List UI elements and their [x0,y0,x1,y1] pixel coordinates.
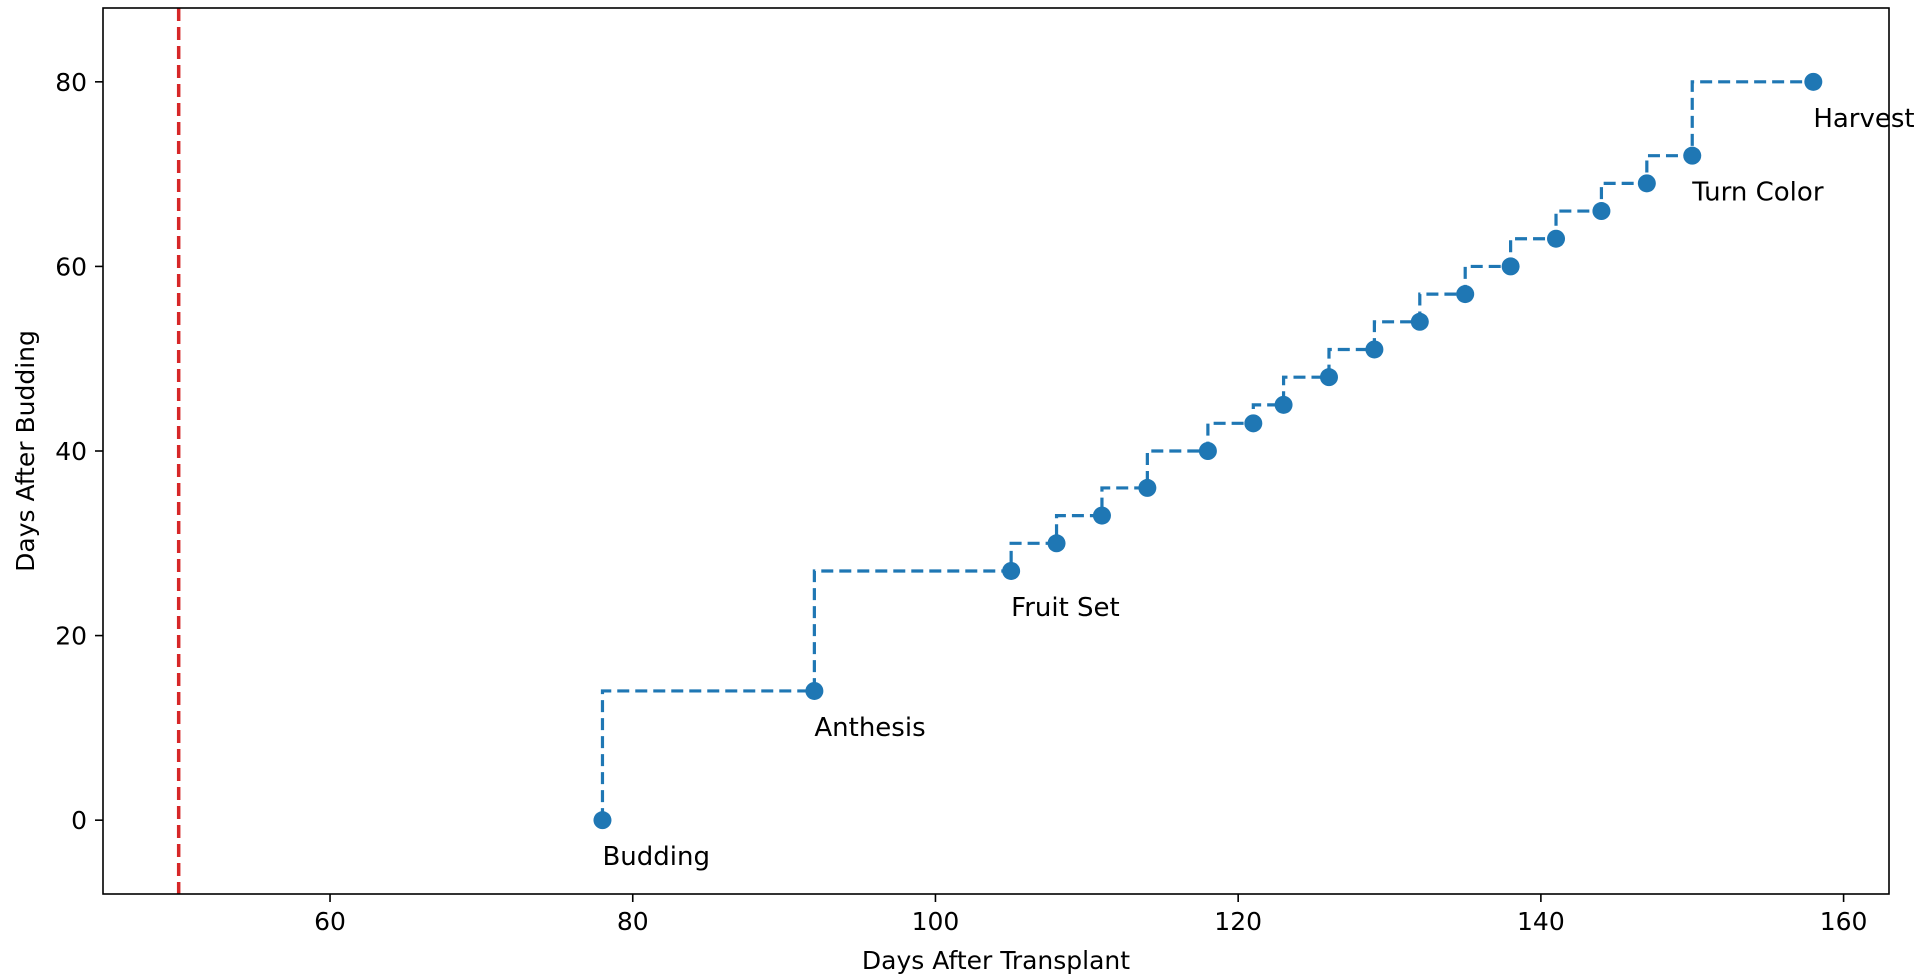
data-point [1592,202,1611,221]
data-point [1501,257,1520,276]
data-point [1319,368,1338,387]
x-tick-label: 60 [314,907,346,936]
data-point [1198,442,1217,460]
data-point [1637,174,1656,193]
data-point [1456,285,1475,304]
data-point [805,681,824,700]
plot-area [176,8,1823,894]
data-point [1410,312,1429,331]
annotations: Budding Anthesis Fruit Set Turn Color Harves… [602,104,1914,872]
ticks: 60 80 100 120 140 160 0 20 40 60 80 [55,68,1867,936]
y-axis-label: Days After Budding [11,330,40,572]
data-point [1683,146,1702,165]
x-tick-label: 160 [1820,907,1868,936]
annotation-label: Anthesis [814,713,925,743]
data-point [1002,561,1021,580]
data-point [1047,534,1066,553]
data-point [1244,414,1263,433]
x-tick-label: 120 [1214,907,1262,936]
data-point [1138,478,1157,497]
data-point [1092,506,1111,525]
x-tick-label: 100 [912,907,960,936]
annotation-label: Fruit Set [1011,593,1120,623]
y-tick-label: 60 [55,252,87,281]
y-tick-label: 20 [55,622,87,651]
data-point [1804,72,1823,91]
data-point [1547,229,1566,248]
annotation-label: Harvest [1813,104,1914,134]
x-tick-label: 140 [1517,907,1565,936]
data-point [1365,340,1384,359]
y-tick-label: 80 [55,68,87,97]
x-axis-label: Days After Transplant [862,946,1130,975]
annotation-label: Turn Color [1691,178,1824,208]
y-tick-label: 40 [55,437,87,466]
data-point [1274,395,1293,414]
data-point [593,811,612,830]
y-tick-label: 0 [71,806,87,835]
x-tick-label: 80 [617,907,649,936]
annotation-label: Budding [602,842,710,872]
